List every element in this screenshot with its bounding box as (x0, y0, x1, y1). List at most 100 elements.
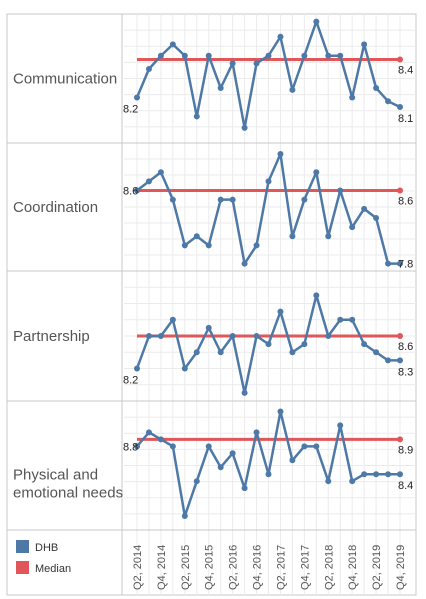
dhb-point (241, 260, 248, 267)
x-tick-label: Q2, 2015 (180, 545, 192, 590)
dhb-point (145, 178, 152, 185)
dhb-point (217, 464, 224, 471)
panel-label: Partnership (13, 328, 90, 345)
value-label-last: 8.3 (398, 366, 413, 378)
panel-label: Coordination (13, 199, 98, 216)
dhb-point (265, 52, 272, 59)
dhb-point (373, 349, 380, 356)
value-label-first: 8.6 (123, 186, 138, 198)
dhb-point (373, 471, 380, 478)
dhb-point (397, 260, 403, 267)
dhb-point (277, 408, 284, 415)
dhb-point (157, 436, 164, 443)
dhb-point (145, 429, 152, 436)
dhb-point (361, 205, 368, 212)
dhb-point (157, 52, 164, 59)
dhb-point (337, 316, 344, 323)
dhb-point (361, 471, 368, 478)
dhb-point (277, 33, 284, 40)
dhb-point (265, 341, 272, 348)
median-end-point (397, 187, 403, 194)
dhb-point (301, 341, 308, 348)
median-end-point (397, 436, 403, 443)
panel-label-line: Partnership (13, 328, 90, 345)
dhb-point (217, 349, 224, 356)
value-label-last: 8.4 (398, 480, 413, 492)
value-label-last: 8.1 (398, 113, 413, 125)
dhb-point (349, 478, 356, 485)
dhb-point (337, 52, 344, 59)
panel-label-line: Coordination (13, 199, 98, 216)
dhb-point (313, 18, 320, 25)
dhb-point (253, 60, 260, 67)
dhb-point (169, 41, 176, 48)
x-tick-label: Q4, 2018 (347, 545, 359, 590)
dhb-point (253, 333, 260, 339)
dhb-point (229, 450, 236, 457)
dhb-point (134, 443, 140, 450)
value-label-last: 7.8 (398, 259, 413, 271)
panel-coordination: Coordination 8.6 8.6 7.8 (7, 142, 416, 271)
dhb-point (145, 66, 152, 73)
value-label-first: 8.8 (123, 441, 138, 453)
dhb-point (253, 429, 260, 436)
dhb-point (205, 324, 212, 331)
dhb-point (181, 513, 188, 520)
dhb-point (193, 349, 200, 356)
value-label-median: 8.9 (398, 444, 413, 456)
dhb-point (157, 333, 164, 339)
value-label-median: 8.6 (398, 196, 413, 208)
dhb-point (385, 357, 392, 364)
dhb-point (145, 333, 152, 339)
dhb-point (397, 471, 403, 478)
dhb-point (193, 233, 200, 240)
x-tick-label: Q2, 2017 (275, 545, 287, 590)
dhb-point (301, 52, 308, 59)
dhb-point (301, 443, 308, 450)
dhb-point (277, 150, 284, 157)
median-end-point (397, 333, 403, 339)
x-tick-label: Q2, 2019 (371, 545, 383, 590)
dhb-point (277, 308, 284, 315)
dhb-point (169, 316, 176, 323)
dhb-point (349, 224, 356, 231)
dhb-point (134, 187, 140, 194)
dhb-point (373, 84, 380, 91)
dhb-point (301, 196, 308, 203)
dhb-point (134, 365, 140, 372)
panel-label: Physical and emotional needs (13, 467, 123, 502)
dhb-point (325, 478, 332, 485)
dhb-point (169, 443, 176, 450)
dhb-point (289, 349, 296, 356)
dhb-point (385, 260, 392, 267)
dhb-point (169, 196, 176, 203)
dhb-point (205, 242, 212, 249)
dhb-point (181, 52, 188, 59)
dhb-point (229, 333, 236, 339)
dhb-point (205, 443, 212, 450)
dhb-point (217, 84, 224, 91)
panel-partnership: Partnership 8.2 8.6 8.3 (7, 270, 416, 396)
legend-swatch-median (16, 561, 29, 574)
dhb-point (229, 60, 236, 67)
dhb-point (385, 98, 392, 105)
chart-frame (6, 13, 417, 596)
dhb-point (193, 113, 200, 120)
dhb-point (193, 478, 200, 485)
panel-physical-emotional-needs: Physical and emotional needs 8.8 8.9 8.4 (7, 400, 416, 520)
dhb-point (313, 292, 320, 299)
dhb-point (313, 169, 320, 176)
dhb-point (385, 471, 392, 478)
dhb-point (217, 196, 224, 203)
x-tick-label: Q2, 2014 (132, 545, 144, 590)
panel-label-line: Communication (13, 71, 117, 88)
dhb-point (397, 103, 403, 110)
dhb-point (205, 52, 212, 59)
dhb-point (361, 341, 368, 348)
panels-layer: Communication 8.2 8.4 8.1 Coordination 8.6 8.6… (6, 13, 417, 596)
panel-label-line: Physical and (13, 467, 98, 484)
dhb-point (181, 365, 188, 372)
dhb-point (349, 316, 356, 323)
median-end-point (397, 56, 403, 63)
